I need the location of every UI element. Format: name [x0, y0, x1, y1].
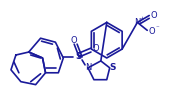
- Text: O: O: [151, 11, 157, 20]
- Text: O: O: [93, 44, 99, 53]
- Text: O: O: [149, 27, 156, 36]
- Text: O: O: [71, 36, 77, 45]
- Text: ⁻: ⁻: [155, 25, 159, 31]
- Text: N: N: [134, 18, 141, 27]
- Text: N: N: [85, 63, 91, 72]
- Text: S: S: [109, 63, 116, 72]
- Text: +: +: [140, 16, 145, 21]
- Text: S: S: [76, 53, 82, 61]
